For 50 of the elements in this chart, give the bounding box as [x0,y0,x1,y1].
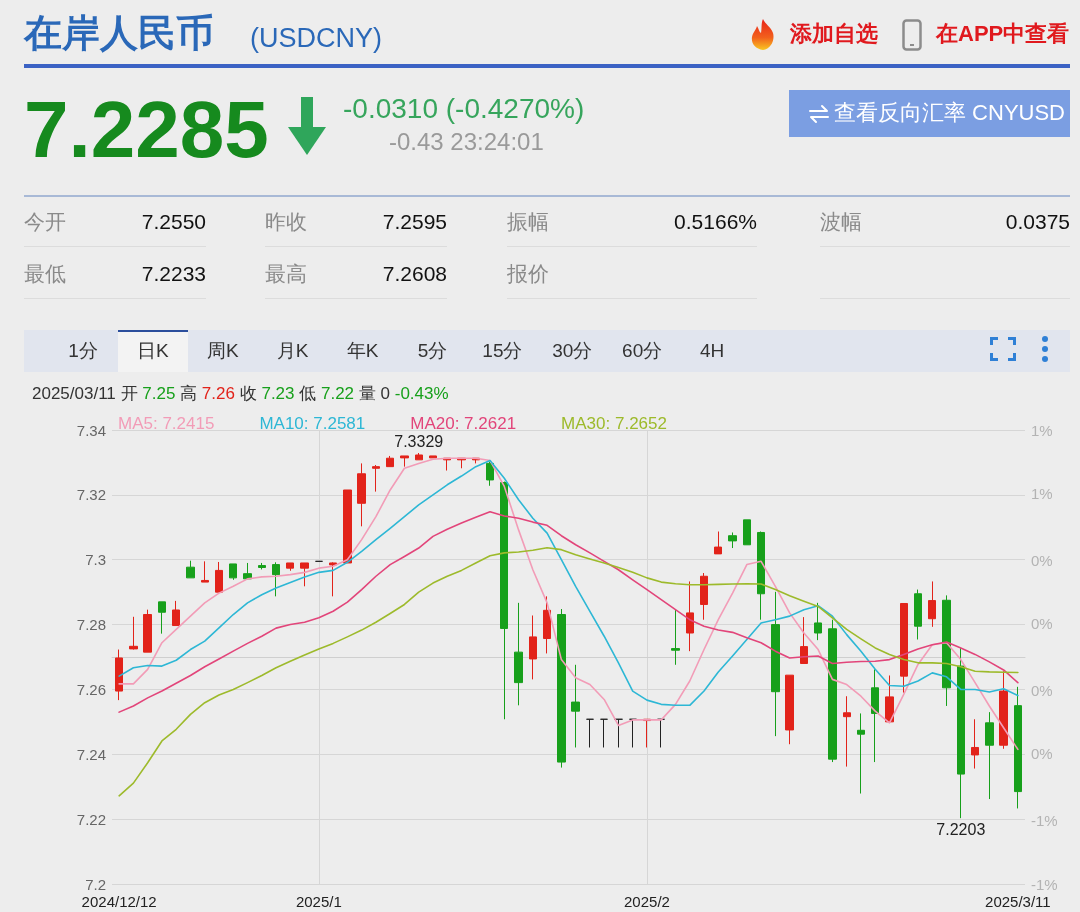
text: 在APP中查看 [936,21,1070,48]
text: 添加自选 [790,21,878,48]
y2-tick-label: -1% [1031,875,1058,893]
y-tick-label: 7.24 [76,745,106,763]
text: 7.2285 [24,85,269,174]
y2-tick-label: -1% [1031,811,1058,829]
y2-tick-label: 1% [1031,421,1053,439]
button: 查看反向汇率 CNYUSD [789,90,1070,137]
text: MA10: 7.2581 [259,414,366,433]
annotation: 7.3329 [394,433,444,451]
x-tick-label: 2025/1 [295,893,342,910]
tab-bar: 1分 日K 周K 月K 年K 5分 15分 30分 60分 4H [24,330,1070,372]
text: 2025/03/11 开 7.25 高 7.26 收 7.23 低 7.22 量 0 -0.43% [32,384,449,403]
selected-tab: 日K [117,330,188,372]
y2-tick-label: 1% [1031,485,1053,503]
text: -0.0310 (-0.4270%) [343,93,585,124]
x-tick-label: 2025/2 [624,893,670,910]
text: (USDCNY) [250,22,382,55]
y2-tick-label: 0% [1031,551,1053,569]
text: 在岸人民币 [24,11,214,56]
text: MA20: 7.2621 [410,414,517,433]
text: 振幅 [507,209,549,235]
x-tick-label: 2025/3/11 [985,893,1051,910]
y2-tick-label: 0% [1031,681,1053,699]
annotation: 7.2203 [936,821,986,839]
y-tick-label: 7.34 [76,421,106,439]
y-tick-label: 7.2 [85,875,106,893]
text: MA5: 7.2415 [118,414,215,433]
text: 最高 [265,261,307,287]
text: 0.0375 [1005,209,1070,235]
text: 最低 [24,261,66,287]
y-tick-label: 7.32 [76,486,106,504]
text: 0.5166% [674,209,757,235]
text: 7.2233 [141,261,206,287]
text: 7.2595 [382,209,447,235]
text: -0.43 23:24:01 [389,128,544,155]
y-tick-label: 7.26 [76,680,106,698]
text: 7.2550 [141,209,206,235]
x-tick-label: 2024/12/12 [81,893,157,910]
y2-tick-label: 0% [1031,745,1053,763]
y-tick-label: 7.28 [76,616,106,634]
text: 7.2608 [382,261,447,287]
text: MA30: 7.2652 [561,414,667,433]
y-tick-label: 7.22 [76,810,106,828]
y2-tick-label: 0% [1031,615,1053,633]
text: 报价 [507,261,549,287]
text: 波幅 [820,209,862,235]
text: 昨收 [265,209,307,235]
y-tick-label: 7.3 [85,551,106,569]
text: 今开 [24,209,66,235]
